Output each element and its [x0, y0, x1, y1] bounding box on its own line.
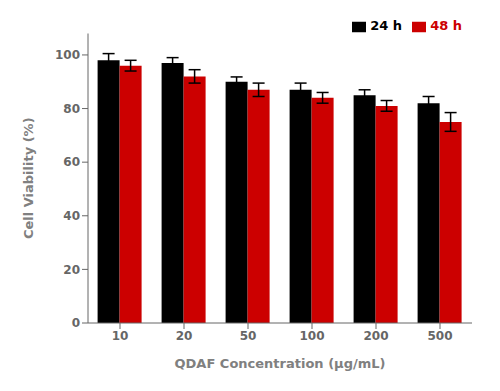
svg-text:50: 50 — [240, 329, 257, 343]
svg-text:500: 500 — [427, 329, 452, 343]
svg-text:200: 200 — [363, 329, 388, 343]
svg-text:Cell Viability (%): Cell Viability (%) — [21, 117, 36, 239]
svg-text:40: 40 — [63, 209, 80, 223]
svg-text:100: 100 — [55, 48, 80, 62]
svg-text:0: 0 — [72, 316, 80, 330]
html-text:48 h: 48 h — [430, 18, 462, 33]
svg-text:QDAF Concentration (μg/mL): QDAF Concentration (μg/mL) — [175, 356, 386, 371]
svg-text:20: 20 — [63, 263, 80, 277]
svg-text:20: 20 — [176, 329, 193, 343]
svg-text:80: 80 — [63, 102, 80, 116]
svg-text:100: 100 — [299, 329, 324, 343]
svg-text:60: 60 — [63, 155, 80, 169]
svg-text:10: 10 — [112, 329, 129, 343]
html-text:24 h: 24 h — [370, 18, 403, 33]
